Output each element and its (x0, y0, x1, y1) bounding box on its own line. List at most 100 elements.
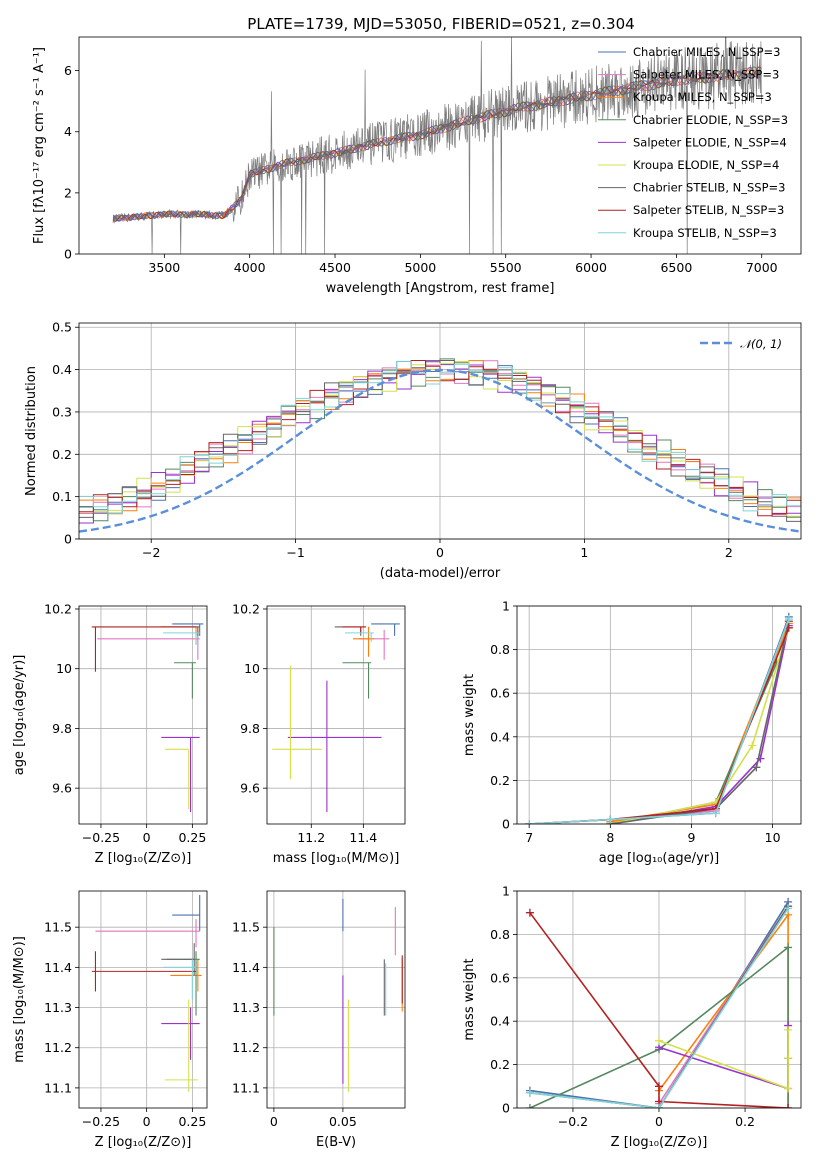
x-axis-label: Z [log₁₀(Z/Z⊙)] (95, 851, 192, 866)
weight-line-kroupa_stelib (529, 618, 790, 824)
weight-marker-chabrier_elodie (784, 943, 793, 952)
y-tick-label: 0.4 (52, 362, 72, 377)
y-tick-label: 11.5 (232, 920, 260, 935)
x-tick-label: −1 (286, 545, 304, 560)
y-tick-label: 0.4 (490, 729, 510, 744)
y-tick-label: 0.2 (490, 773, 510, 788)
plot-area-mass_vs_Z (91, 895, 202, 1092)
y-tick-label: 11.4 (232, 960, 260, 975)
plot-area-residuals (79, 358, 801, 533)
x-tick-label: 8 (606, 830, 614, 845)
x-tick-label: 0 (270, 1114, 278, 1129)
weight-marker-kroupa_stelib (711, 809, 720, 818)
x-tick-label: 0 (143, 1114, 151, 1129)
y-tick-label: 10.2 (232, 601, 260, 616)
y-tick-label: 11.1 (232, 1080, 260, 1095)
legend-label: Chabrier MILES, N_SSP=3 (633, 45, 780, 59)
y-tick-label: 1 (502, 599, 510, 614)
y-tick-label: 11.5 (44, 920, 72, 935)
weight-marker-kroupa_elodie (784, 1084, 793, 1093)
legend-label: Salpeter STELIB, N_SSP=3 (633, 203, 784, 217)
axes-frame (266, 605, 406, 825)
x-tick-label: 4500 (319, 260, 351, 275)
x-tick-label: 0.25 (178, 1114, 206, 1129)
axes-frame (78, 605, 208, 825)
plot-area-age_vs_mass (272, 623, 400, 813)
weight-marker-kroupa_stelib (525, 820, 534, 824)
panel-residuals: −2 −1 0 1 2 0 0.1 0.2 0.3 0.4 0.5 (data-model)/erro… (24, 320, 802, 581)
y-tick-label: 0.6 (490, 686, 510, 701)
y-tick-label: 0.4 (490, 1014, 510, 1029)
y-axis-label: mass weight (462, 958, 477, 1040)
x-tick-label: 10 (765, 830, 781, 845)
y-tick-label: 11.4 (44, 960, 72, 975)
weight-marker-kroupa_stelib (606, 815, 615, 824)
legend-label: Chabrier ELODIE, N_SSP=3 (633, 113, 788, 127)
y-axis-label: Flux [fλ10⁻¹⁷ erg cm⁻² s⁻¹ A⁻¹] (32, 47, 47, 244)
x-tick-label: 1 (580, 545, 588, 560)
axes-frame (78, 890, 208, 1109)
weight-marker-chabrier_stelib (752, 763, 761, 772)
y-tick-label: 11.3 (44, 1000, 72, 1015)
x-axis-label: wavelength [Angstrom, rest frame] (326, 281, 555, 296)
x-tick-label: 0.05 (329, 1114, 357, 1129)
panel-weight_vs_age: 7 8 9 10 0 0.2 0.4 0.6 0.8 1 age [log₁₀(age/yr)] ma… (462, 599, 802, 866)
axes-frame (516, 605, 802, 825)
panel-weight_vs_Z: −0.2 0 0.2 0 0.2 0.4 0.6 0.8 1 Z [log₁₀(Z/Z⊙)] mas… (462, 884, 802, 1150)
x-tick-label: 6500 (660, 260, 692, 275)
y-tick-label: 0.6 (490, 970, 510, 985)
x-axis-label: E(B-V) (316, 1135, 356, 1150)
weight-marker-kroupa_elodie (784, 1025, 793, 1034)
y-tick-label: 9.6 (240, 781, 260, 796)
y-tick-label: 6 (64, 63, 72, 78)
y-tick-label: 10.2 (44, 601, 72, 616)
y-tick-label: 0.8 (490, 927, 510, 942)
weight-marker-kroupa_stelib (784, 615, 793, 624)
y-tick-label: 0 (64, 247, 72, 262)
x-tick-label: 2 (725, 545, 733, 560)
weight-line-salpeter_elodie (610, 625, 790, 824)
axes-frame (78, 322, 802, 540)
y-tick-label: 11.2 (232, 1040, 260, 1055)
y-tick-label: 9.8 (52, 721, 72, 736)
plot-area-mass_vs_ebv (273, 899, 403, 1092)
legend-label: 𝒩(0, 1) (740, 337, 782, 351)
y-axis-label: Normed distribution (24, 366, 39, 496)
y-axis-label: mass [log₁₀(M/M⊙)] (12, 936, 27, 1063)
y-tick-label: 0.8 (490, 642, 510, 657)
x-tick-label: 7000 (746, 260, 778, 275)
x-tick-label: −0.25 (82, 830, 120, 845)
weight-marker-chabrier_elodie (525, 1104, 534, 1108)
x-axis-label: age [log₁₀(age/yr)] (599, 851, 720, 866)
y-tick-label: 9.8 (240, 721, 260, 736)
panel-age_vs_Z: −0.25 0 0.25 9.6 9.8 10 10.2 Z [log₁₀(Z/Z⊙)] age… (12, 601, 208, 866)
y-tick-label: 0 (502, 1101, 510, 1116)
legend-label: Salpeter ELODIE, N_SSP=4 (633, 135, 787, 149)
y-tick-label: 0.5 (52, 320, 72, 335)
axes-frame (516, 890, 802, 1109)
x-tick-label: 5500 (490, 260, 522, 275)
panel-spectrum: 3500 4000 4500 5000 5500 6000 6500 7000 0 2 4 6 wave… (32, 36, 802, 296)
x-axis-label: Z [log₁₀(Z/Z⊙)] (611, 1135, 708, 1150)
legend-label: Kroupa STELIB, N_SSP=3 (633, 226, 777, 240)
x-tick-label: −2 (142, 545, 160, 560)
hist-step-kroupa_stelib (79, 360, 801, 519)
weight-marker-kroupa_elodie (784, 1054, 793, 1063)
weight-marker-salpeter_stelib (784, 1104, 793, 1108)
normal-curve (79, 368, 801, 533)
y-tick-label: 11.2 (44, 1040, 72, 1055)
x-tick-label: 9 (687, 830, 695, 845)
legend-label: Kroupa MILES, N_SSP=3 (633, 90, 772, 104)
weight-marker-kroupa_stelib (525, 1088, 534, 1097)
axes-frame (266, 890, 406, 1109)
legend-label: Kroupa ELODIE, N_SSP=4 (633, 158, 779, 172)
x-tick-label: 7 (525, 830, 533, 845)
panel-mass_vs_ebv: 0 0.05 11.1 11.2 11.3 11.4 11.5 E(B-V) (232, 890, 406, 1150)
x-tick-label: 0.25 (178, 830, 206, 845)
y-tick-label: 11.3 (232, 1000, 260, 1015)
x-tick-label: 0.2 (735, 1114, 755, 1129)
x-tick-label: 11.4 (349, 830, 377, 845)
plot-area-spectrum (112, 37, 762, 254)
y-tick-label: 4 (64, 124, 72, 139)
